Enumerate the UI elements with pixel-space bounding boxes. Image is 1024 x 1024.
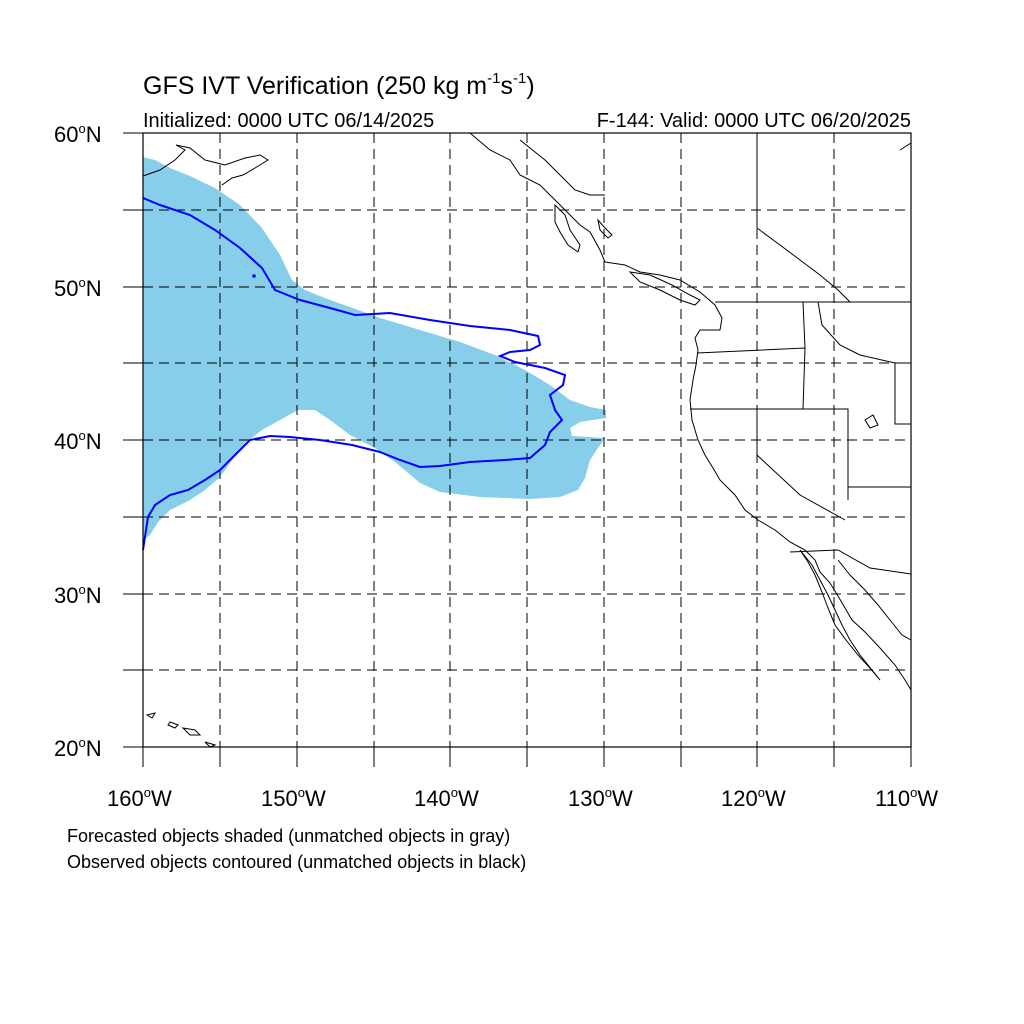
forecast-legend-note: Forecasted objects shaded (unmatched obj…: [67, 826, 511, 846]
observed-object-contour: [142, 197, 567, 551]
lon-label-140: 140oW: [414, 785, 479, 811]
lat-label-50: 50oN: [54, 275, 102, 301]
lon-label-110: 110oW: [875, 785, 939, 811]
lon-label-130: 130oW: [568, 785, 633, 811]
valid-time-label: F-144: Valid: 0000 UTC 06/20/2025: [596, 110, 911, 132]
lat-label-20: 20oN: [54, 735, 102, 761]
init-time-label: Initialized: 0000 UTC 06/14/2025: [143, 110, 435, 132]
lon-label-120: 120oW: [721, 785, 786, 811]
lon-label-150: 150oW: [261, 785, 326, 811]
lat-label-60: 60oN: [54, 121, 102, 147]
lat-label-40: 40oN: [54, 428, 102, 454]
axis-ticks: [123, 132, 912, 767]
chart-title: GFS IVT Verification (250 kg m-1s-1): [143, 70, 535, 100]
observed-legend-note: Observed objects contoured (unmatched ob…: [67, 852, 527, 872]
coastlines: [142, 132, 912, 748]
gridlines: [143, 133, 911, 747]
lon-label-160: 160oW: [107, 785, 172, 811]
lat-label-30: 30oN: [54, 582, 102, 608]
